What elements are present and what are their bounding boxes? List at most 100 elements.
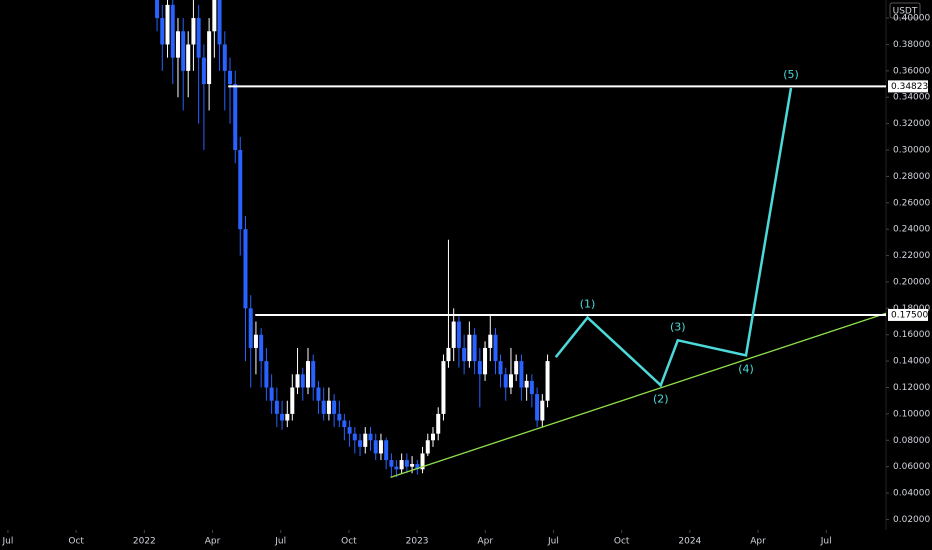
candle-body (160, 18, 165, 45)
candle-body (326, 400, 331, 414)
level-label: 0.17500 (891, 310, 928, 320)
candle-body (321, 400, 326, 414)
candle-body (508, 374, 513, 388)
candle-body (535, 394, 540, 421)
candle-body (529, 380, 534, 395)
candle-body (540, 400, 545, 421)
candle-body (155, 0, 160, 19)
y-tick-label: 0.16000 (893, 330, 930, 340)
candle-body (332, 400, 337, 414)
y-tick-label: 0.38000 (893, 40, 930, 50)
wave-label: (3) (670, 320, 686, 333)
candle-body (201, 57, 206, 85)
y-tick-label: 0.02000 (893, 515, 930, 525)
candle-body (404, 460, 409, 467)
candle-body (342, 420, 347, 428)
candle-body (545, 361, 550, 401)
candle-body (212, 0, 217, 32)
currency-label: USDT (893, 7, 918, 17)
candle-body (420, 453, 425, 470)
candle-body (498, 361, 503, 375)
candle-body (472, 334, 477, 362)
candle-body (363, 433, 368, 447)
candle-body (430, 433, 435, 441)
x-tick-label: 2024 (678, 537, 701, 547)
candle-body (175, 31, 180, 58)
candle-body (337, 413, 342, 421)
y-tick-label: 0.26000 (893, 198, 930, 208)
y-tick-label: 0.34000 (893, 93, 930, 103)
candle-body (488, 334, 493, 348)
y-tick-label: 0.18000 (893, 304, 930, 314)
level-label: 0.34823 (891, 82, 928, 92)
candle-body (410, 464, 415, 467)
x-tick-label: Apr (205, 537, 221, 547)
wave-label: (2) (653, 392, 669, 405)
candle-body (436, 413, 441, 434)
candle-body (503, 374, 508, 388)
candle-body (264, 361, 269, 388)
candle-body (394, 466, 399, 470)
candle-body (238, 150, 243, 230)
candle-body (524, 380, 529, 388)
y-tick-label: 0.28000 (893, 172, 930, 182)
y-tick-label: 0.14000 (893, 357, 930, 367)
candle-body (253, 334, 258, 348)
y-tick-label: 0.32000 (893, 119, 930, 129)
candle-body (425, 440, 430, 454)
candle-body (352, 433, 357, 441)
candle-body (300, 374, 305, 388)
candle-body (165, 4, 170, 45)
candle-body (368, 433, 373, 441)
candle-body (217, 0, 222, 45)
y-tick-label: 0.40000 (893, 14, 930, 24)
x-tick-label: Jul (820, 537, 832, 547)
y-tick-label: 0.22000 (893, 251, 930, 261)
candle-body (378, 440, 383, 454)
candle-body (384, 440, 389, 461)
candle-body (274, 400, 279, 414)
candle-body (389, 460, 394, 467)
x-tick-label: Jul (547, 537, 559, 547)
candle-body (483, 347, 488, 375)
candle-body (316, 387, 321, 401)
x-tick-label: Apr (477, 537, 493, 547)
y-tick-label: 0.08000 (893, 436, 930, 446)
level-label-box (888, 80, 928, 93)
candle-body (290, 387, 295, 414)
candle-body (441, 361, 446, 414)
candle-body (399, 460, 404, 470)
y-tick-label: 0.04000 (893, 489, 930, 499)
x-tick-label: 2022 (133, 537, 156, 547)
y-tick-label: 0.24000 (893, 225, 930, 235)
x-tick-label: Jul (2, 537, 14, 547)
candle-body (269, 387, 274, 401)
wave-label: (5) (783, 68, 799, 81)
candle-body (233, 84, 238, 151)
y-tick-label: 0.30000 (893, 146, 930, 156)
x-tick-label: Oct (614, 537, 630, 547)
currency-box (889, 2, 921, 19)
x-tick-label: Apr (750, 537, 766, 547)
candle-body (295, 374, 300, 388)
candle-body (358, 440, 363, 447)
candle-body (248, 308, 253, 348)
candle-body (493, 334, 498, 362)
candle-body (477, 361, 482, 375)
candle-body (228, 70, 233, 85)
candle-body (415, 464, 420, 470)
candle-body (451, 321, 456, 348)
trendline (390, 312, 887, 478)
candle-body (170, 4, 175, 58)
candle-body (311, 361, 316, 388)
wave-path (554, 87, 793, 388)
y-tick-label: 0.36000 (893, 66, 930, 76)
candle-body (186, 44, 191, 71)
candle-body (456, 321, 461, 348)
y-tick-label: 0.06000 (893, 462, 930, 472)
candle-body (243, 229, 248, 309)
x-tick-label: Oct (341, 537, 357, 547)
